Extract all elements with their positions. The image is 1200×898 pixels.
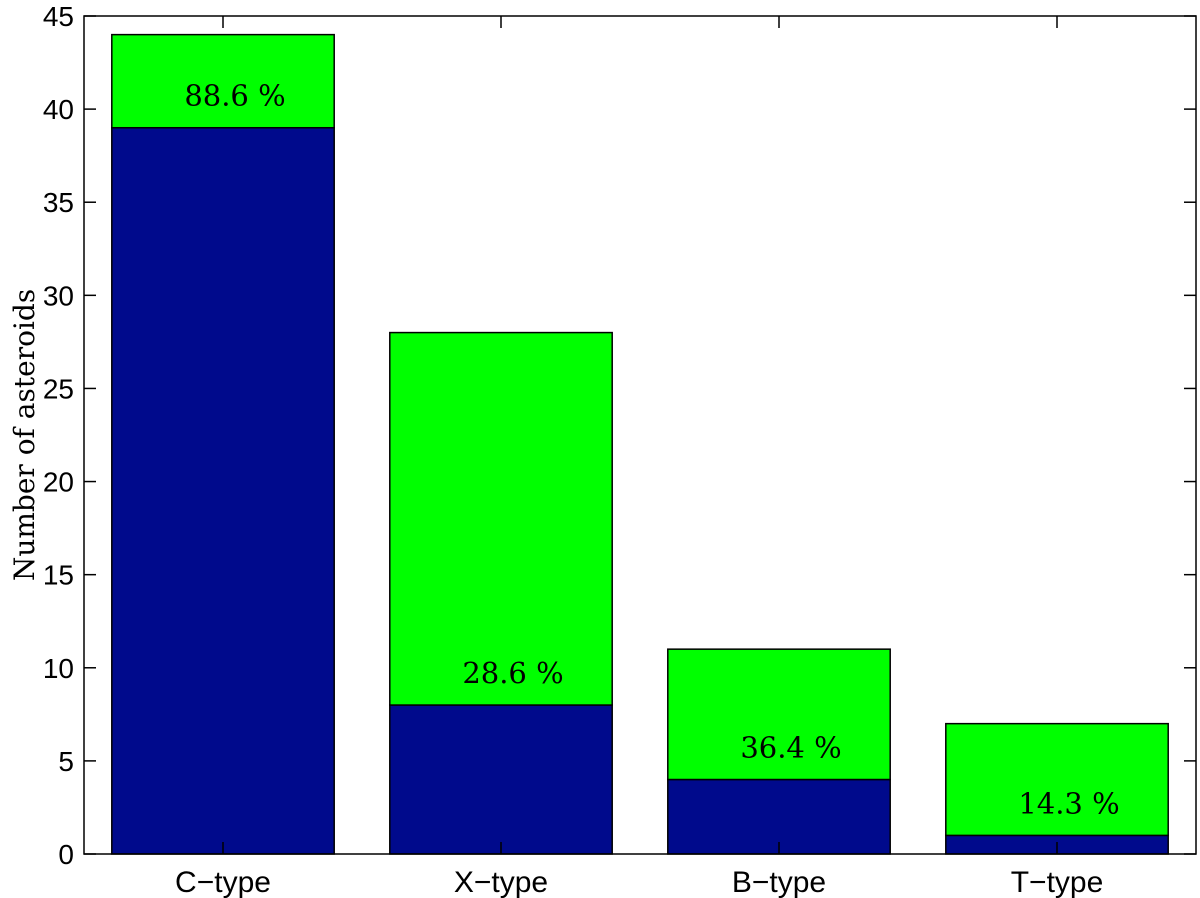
labels-layer: 88.6 % 28.6 % 36.4 % 14.3 % 0 5 10 15 20 25 30 35 40… [43, 1, 1120, 898]
y-tick-label-35: 35 [43, 187, 74, 218]
y-tick-label-5: 5 [58, 746, 74, 777]
bars-layer [84, 16, 1196, 855]
x-tick-label-0: C−type [175, 866, 271, 898]
bar-base-0 [111, 126, 335, 855]
y-tick-label-30: 30 [43, 280, 74, 311]
x-tick-label-1: X−type [454, 866, 548, 898]
axes-layer [83, 15, 1197, 855]
bar-top-0 [111, 33, 335, 129]
percent-label-1: 28.6 % [462, 656, 563, 690]
axes-frame [83, 15, 1197, 855]
y-axis-label: Number of asteroids [8, 289, 41, 581]
y-tick-label-15: 15 [43, 560, 74, 591]
y-tick-label-10: 10 [43, 653, 74, 684]
percent-label-2: 36.4 % [740, 731, 841, 765]
y-tick-label-20: 20 [43, 467, 74, 498]
bar-top-2 [667, 648, 891, 781]
percent-label-3: 14.3 % [1018, 786, 1119, 820]
bar-top-3 [945, 722, 1169, 837]
y-tick-label-25: 25 [43, 373, 74, 404]
bar-base-1 [389, 704, 613, 855]
y-tick-label-40: 40 [43, 94, 74, 125]
y-tick-label-45: 45 [43, 1, 74, 32]
bar-top-1 [389, 331, 613, 706]
percent-label-0: 88.6 % [184, 79, 285, 113]
x-tick-label-2: B−type [732, 866, 826, 898]
x-tick-label-3: T−type [1011, 866, 1104, 898]
y-tick-label-0: 0 [58, 839, 74, 870]
